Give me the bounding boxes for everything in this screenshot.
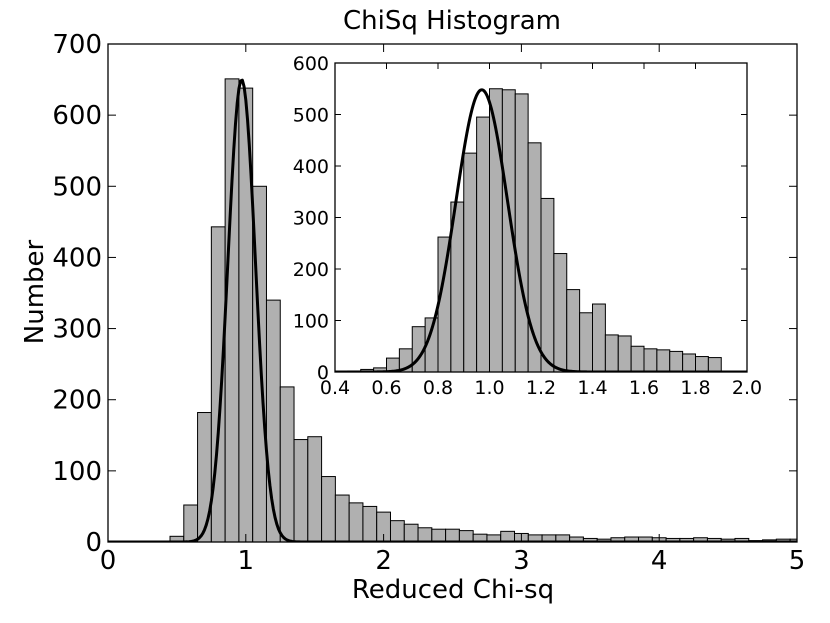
main-bar [389, 520, 405, 542]
chart-title: ChiSq Histogram [343, 6, 561, 36]
main-bar [362, 505, 378, 542]
inset-y-tick-label: 100 [293, 311, 329, 333]
inset-bar [592, 303, 606, 372]
main-x-tick-label: 0 [100, 546, 117, 576]
main-frame [107, 43, 798, 543]
main-bar [348, 502, 364, 542]
main-x-tick-label: 2 [375, 546, 392, 576]
inset-y-tick-label: 200 [293, 259, 329, 281]
inset-fit-curve [335, 88, 747, 372]
inset-plot-area: 0.4 0.6 0.8 1.0 1.2 1.4 1.6 1.8 2.0 0 100 200 300 400… [293, 53, 762, 399]
main-x-tick-label: 1 [238, 546, 255, 576]
inset-x-tick-label: 2.0 [732, 377, 762, 399]
main-x-tick-label: 3 [513, 546, 530, 576]
inset-x-tick-label: 0.6 [371, 377, 401, 399]
main-bar [279, 386, 295, 542]
inset-x-tick-label: 1.8 [680, 377, 710, 399]
inset-x-tick-label: 1.2 [526, 377, 556, 399]
main-y-tick-label: 500 [52, 172, 102, 202]
main-fit-curve [108, 78, 797, 542]
main-y-tick-label: 0 [85, 528, 102, 558]
main-bar [445, 528, 460, 542]
inset-x-tick-label: 0.4 [320, 377, 350, 399]
y-axis-label: Number [20, 239, 50, 344]
main-y-tick-label: 600 [52, 101, 102, 131]
inset-bar [566, 289, 581, 372]
main-y-tick-label: 200 [52, 386, 102, 416]
inset-bar [643, 348, 658, 372]
inset-bar [617, 335, 632, 372]
main-bar [431, 528, 447, 542]
inset-x-tick-label: 0.8 [423, 377, 453, 399]
main-y-tick-label: 700 [52, 30, 102, 60]
main-bar [197, 412, 212, 542]
inset-bar [540, 197, 555, 372]
main-bar [417, 527, 433, 542]
inset-bar [579, 312, 593, 372]
inset-bar [707, 357, 722, 372]
main-x-tick-label: 5 [789, 546, 806, 576]
inset-bar [437, 236, 452, 372]
inset-bar [553, 253, 568, 372]
x-axis-label: Reduced Chi-sq [352, 575, 554, 605]
inset-bar [695, 356, 709, 372]
inset-y-tick-label: 500 [293, 105, 329, 127]
inset-y-tick-label: 600 [293, 53, 329, 75]
main-bar [321, 476, 336, 542]
inset-bar [476, 116, 490, 372]
main-bar [307, 436, 323, 542]
main-y-tick-label: 400 [52, 243, 102, 273]
main-bar [458, 530, 474, 542]
inset-y-tick-label: 300 [293, 208, 329, 230]
main-y-tick-label: 300 [52, 315, 102, 345]
inset-bar [630, 345, 645, 372]
main-bar [403, 523, 419, 542]
inset-bar [656, 349, 671, 372]
main-bar [183, 504, 199, 542]
main-bar [224, 78, 240, 542]
inset-bar [514, 93, 529, 372]
main-x-tick-label: 4 [651, 546, 668, 576]
inset-x-tick-label: 1.6 [629, 377, 659, 399]
main-y-tick-label: 100 [52, 457, 102, 487]
inset-x-tick-label: 1.0 [474, 377, 504, 399]
inset-bar [463, 152, 478, 372]
inset-x-tick-label: 1.4 [577, 377, 607, 399]
inset-bar [682, 353, 696, 372]
inset-y-tick-label: 0 [317, 362, 329, 384]
main-bar [334, 494, 350, 542]
main-bar [293, 439, 309, 542]
inset-bar [604, 334, 619, 372]
inset-y-tick-label: 400 [293, 156, 329, 178]
inset-bar [669, 350, 684, 372]
main-bar [500, 530, 516, 542]
